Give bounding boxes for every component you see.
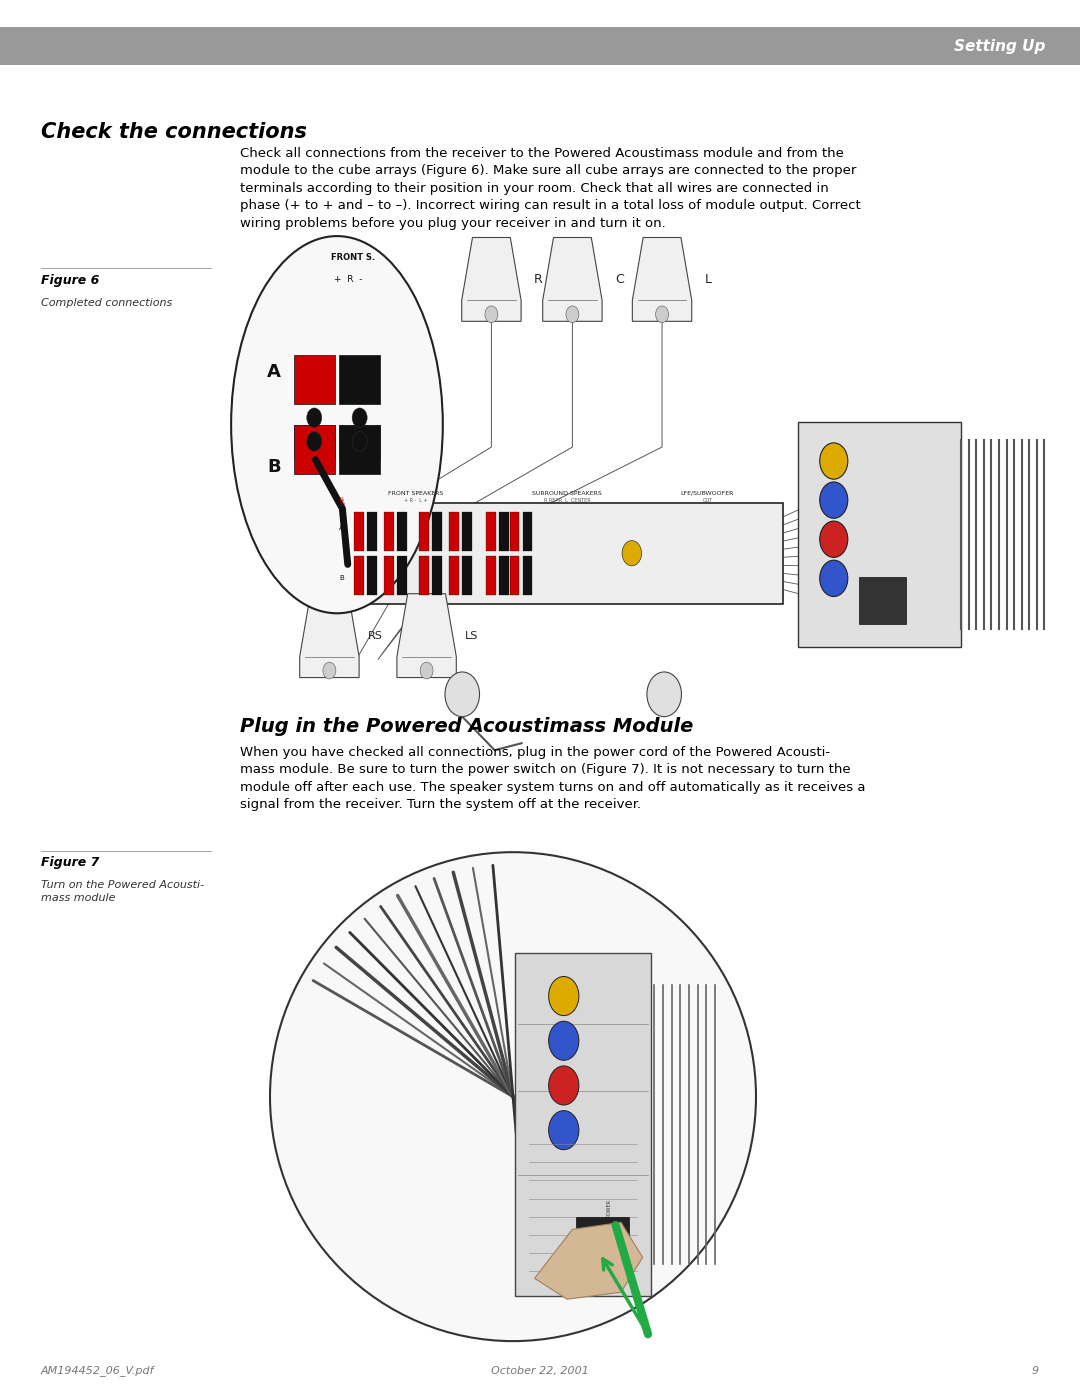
Text: R REAR  L  CENTER: R REAR L CENTER [543, 497, 591, 503]
Polygon shape [633, 237, 692, 321]
Text: POWER: POWER [880, 578, 885, 595]
FancyBboxPatch shape [397, 556, 407, 595]
Text: LS: LS [465, 630, 478, 641]
FancyBboxPatch shape [354, 513, 364, 552]
FancyBboxPatch shape [515, 953, 651, 1296]
Text: FRONT SPEAKERS: FRONT SPEAKERS [388, 490, 444, 496]
Text: POWER: POWER [607, 1200, 611, 1217]
FancyBboxPatch shape [510, 556, 519, 595]
FancyBboxPatch shape [339, 425, 380, 474]
Circle shape [352, 432, 367, 451]
Text: FRONT S.: FRONT S. [332, 253, 375, 261]
Polygon shape [535, 1222, 643, 1299]
Text: Check all connections from the receiver to the Powered Acoustimass module and fr: Check all connections from the receiver … [240, 147, 861, 229]
Text: B: B [339, 576, 343, 581]
FancyBboxPatch shape [384, 513, 394, 552]
FancyBboxPatch shape [462, 556, 472, 595]
Circle shape [549, 977, 579, 1016]
FancyBboxPatch shape [432, 513, 442, 552]
FancyBboxPatch shape [294, 355, 335, 404]
Text: October 22, 2001: October 22, 2001 [491, 1366, 589, 1376]
FancyBboxPatch shape [486, 556, 496, 595]
Text: Check the connections: Check the connections [41, 122, 307, 141]
Circle shape [622, 541, 642, 566]
Polygon shape [397, 594, 457, 678]
Circle shape [566, 306, 579, 323]
FancyBboxPatch shape [419, 556, 429, 595]
Polygon shape [543, 237, 603, 321]
Text: LFE/SUBWOOFER: LFE/SUBWOOFER [680, 490, 734, 496]
Text: + R -  L +: + R - L + [404, 497, 428, 503]
Text: SURROUND SPEAKERS: SURROUND SPEAKERS [532, 490, 602, 496]
Circle shape [352, 408, 367, 427]
Circle shape [647, 672, 681, 717]
FancyBboxPatch shape [339, 355, 380, 404]
Text: Completed connections: Completed connections [41, 298, 173, 307]
FancyBboxPatch shape [294, 425, 335, 474]
Ellipse shape [270, 852, 756, 1341]
FancyBboxPatch shape [798, 422, 961, 647]
Text: R: R [535, 272, 543, 286]
Polygon shape [300, 594, 359, 678]
Text: When you have checked all connections, plug in the power cord of the Powered Aco: When you have checked all connections, p… [240, 746, 865, 812]
Circle shape [445, 672, 480, 717]
FancyBboxPatch shape [354, 556, 364, 595]
Text: Figure 7: Figure 7 [41, 856, 99, 869]
FancyBboxPatch shape [523, 556, 532, 595]
Text: L: L [704, 272, 712, 286]
Text: A: A [268, 363, 281, 380]
Circle shape [820, 521, 848, 557]
FancyBboxPatch shape [449, 513, 459, 552]
Text: Turn on the Powered Acousti-
mass module: Turn on the Powered Acousti- mass module [41, 880, 204, 904]
FancyBboxPatch shape [449, 556, 459, 595]
Polygon shape [462, 237, 522, 321]
FancyBboxPatch shape [499, 556, 509, 595]
Circle shape [820, 560, 848, 597]
Circle shape [656, 306, 669, 323]
FancyBboxPatch shape [339, 425, 380, 460]
Text: Setting Up: Setting Up [954, 39, 1045, 53]
Circle shape [485, 306, 498, 323]
FancyBboxPatch shape [499, 513, 509, 552]
Text: Plug in the Powered Acoustimass Module: Plug in the Powered Acoustimass Module [240, 717, 693, 736]
FancyBboxPatch shape [397, 513, 407, 552]
FancyBboxPatch shape [0, 27, 1080, 64]
Ellipse shape [231, 236, 443, 613]
Text: OUT: OUT [702, 497, 713, 503]
Text: B: B [268, 458, 281, 475]
Text: A: A [339, 525, 343, 531]
FancyBboxPatch shape [419, 513, 429, 552]
Text: AM194452_06_V.pdf: AM194452_06_V.pdf [41, 1365, 154, 1376]
FancyBboxPatch shape [432, 556, 442, 595]
Text: RED: RED [337, 496, 343, 507]
FancyBboxPatch shape [367, 513, 377, 552]
Text: C: C [616, 272, 624, 286]
Circle shape [549, 1111, 579, 1150]
Circle shape [549, 1021, 579, 1060]
Circle shape [420, 662, 433, 679]
Text: +  R  -: + R - [334, 275, 362, 284]
Circle shape [323, 662, 336, 679]
Text: Figure 6: Figure 6 [41, 274, 99, 286]
FancyBboxPatch shape [510, 513, 519, 552]
Circle shape [307, 408, 322, 427]
Circle shape [307, 432, 322, 451]
Text: RS: RS [367, 630, 382, 641]
FancyBboxPatch shape [523, 513, 532, 552]
FancyBboxPatch shape [367, 556, 377, 595]
FancyBboxPatch shape [384, 556, 394, 595]
Circle shape [549, 1066, 579, 1105]
FancyBboxPatch shape [486, 513, 496, 552]
Circle shape [820, 482, 848, 518]
FancyBboxPatch shape [576, 1217, 629, 1267]
FancyBboxPatch shape [462, 513, 472, 552]
FancyBboxPatch shape [335, 503, 783, 604]
FancyBboxPatch shape [294, 425, 335, 460]
FancyBboxPatch shape [859, 577, 906, 624]
Text: 9: 9 [1031, 1366, 1039, 1376]
Circle shape [820, 443, 848, 479]
